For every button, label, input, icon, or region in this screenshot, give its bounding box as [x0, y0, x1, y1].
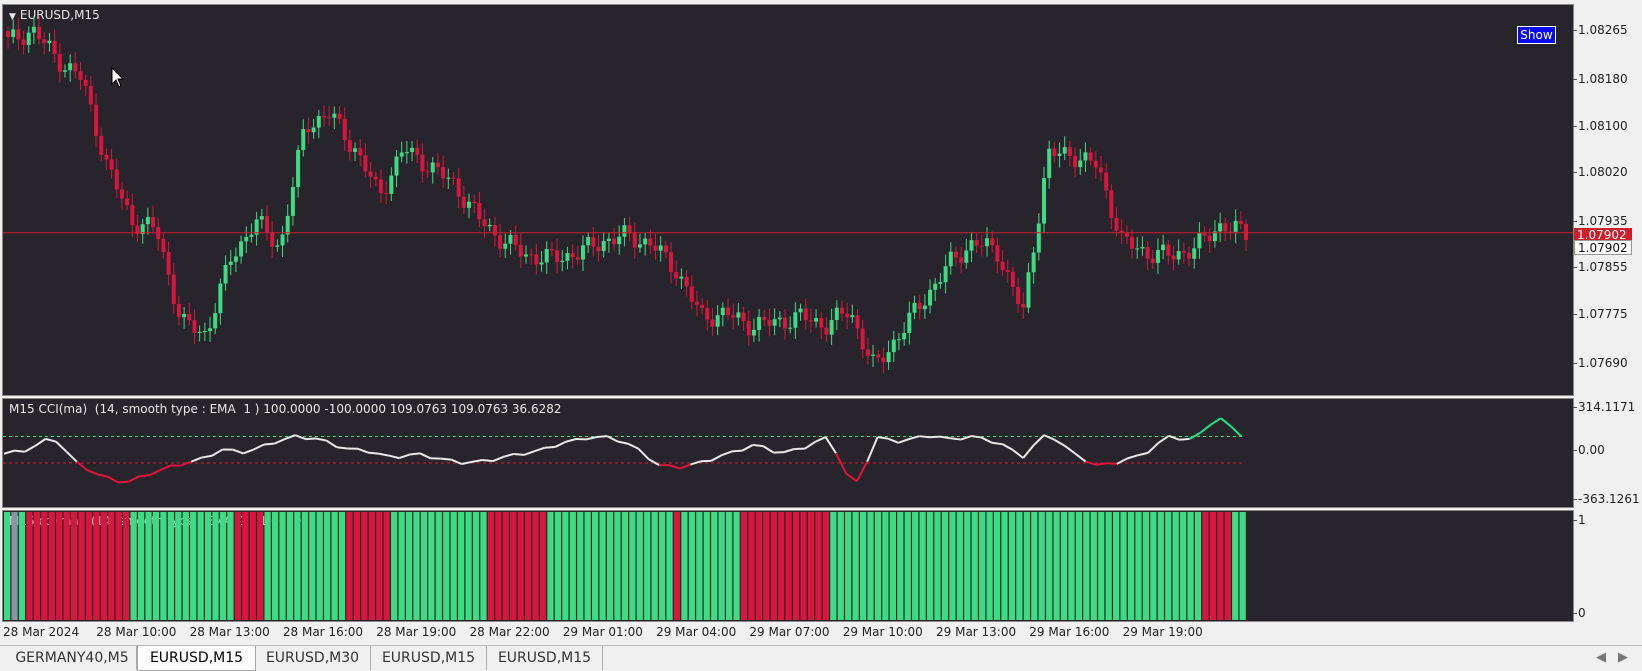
- tab-germany40-m5[interactable]: GERMANY40,M5: [8, 646, 137, 670]
- time-axis-label: 28 Mar 16:00: [283, 625, 363, 639]
- time-axis-label: 28 Mar 2024: [3, 625, 79, 639]
- time-axis-label: 28 Mar 13:00: [190, 625, 270, 639]
- tab-eurusd-m30[interactable]: EURUSD,M30: [255, 646, 371, 670]
- cci-scale-min: -363.1261: [1578, 492, 1640, 506]
- time-axis-label: 29 Mar 07:00: [749, 625, 829, 639]
- cci-histogram-title: M15 cci(ma) (14, smooth type : EMA 1 ) 1…: [9, 514, 302, 528]
- time-axis-label: 28 Mar 22:00: [470, 625, 550, 639]
- time-axis-label: 29 Mar 16:00: [1029, 625, 1109, 639]
- histogram-scale-max: 1: [1578, 513, 1586, 527]
- time-axis: 28 Mar 2024 28 Mar 10:00 28 Mar 13:00 28 Ma…: [0, 622, 1574, 642]
- histogram-scale: 1 0: [1575, 510, 1642, 622]
- price-scale-label: 1.08180: [1578, 72, 1628, 86]
- time-axis-label: 28 Mar 10:00: [96, 625, 176, 639]
- price-scale-label: 1.07690: [1578, 356, 1628, 370]
- time-axis-label: 29 Mar 19:00: [1123, 625, 1203, 639]
- cci-scale: 314.1171 0.00 -363.1261: [1575, 398, 1642, 508]
- price-scale-label: 1.07935: [1578, 214, 1628, 228]
- time-axis-label: 29 Mar 01:00: [563, 625, 643, 639]
- price-scale-label: 1.08100: [1578, 119, 1628, 133]
- price-scale-label: 1.08020: [1578, 165, 1628, 179]
- time-axis-label: 29 Mar 04:00: [656, 625, 736, 639]
- cci-indicator-pane[interactable]: M15 CCI(ma) (14, smooth type : EMA 1 ) 1…: [2, 398, 1574, 508]
- price-chart-pane[interactable]: ▼EURUSD,M15 Show: [2, 4, 1574, 396]
- time-axis-label: 29 Mar 13:00: [936, 625, 1016, 639]
- price-scale-label: 1.08265: [1578, 23, 1628, 37]
- triangle-down-icon[interactable]: ▼: [9, 12, 16, 22]
- tab-eurusd-m15-active[interactable]: EURUSD,M15: [137, 646, 256, 671]
- cci-scale-max: 314.1171: [1578, 400, 1635, 414]
- tab-eurusd-m15-3[interactable]: EURUSD,M15: [487, 646, 603, 670]
- arrow-cursor-icon: [111, 67, 125, 89]
- tab-scroll-left-icon[interactable]: ◀: [1596, 650, 1606, 665]
- price-scale-label: 1.07855: [1578, 260, 1628, 274]
- show-button[interactable]: Show: [1517, 26, 1556, 44]
- cci-scale-zero: 0.00: [1578, 443, 1605, 457]
- cci-histogram-pane[interactable]: M15 cci(ma) (14, smooth type : EMA 1 ) 1…: [2, 510, 1574, 622]
- chart-tabs-bar: GERMANY40,M5 EURUSD,M15 EURUSD,M30 EURUS…: [0, 645, 1642, 671]
- tab-scroll-right-icon[interactable]: ▶: [1618, 650, 1628, 665]
- histogram-scale-min: 0: [1578, 606, 1586, 620]
- ask-price-tag: 1.07902: [1574, 240, 1632, 255]
- price-scale-label: 1.07775: [1578, 307, 1628, 321]
- time-axis-label: 29 Mar 10:00: [843, 625, 923, 639]
- cci-indicator-title: M15 CCI(ma) (14, smooth type : EMA 1 ) 1…: [9, 402, 562, 416]
- chart-symbol-title[interactable]: ▼EURUSD,M15: [9, 8, 100, 22]
- tab-eurusd-m15-2[interactable]: EURUSD,M15: [371, 646, 487, 670]
- price-scale[interactable]: 1.08265 1.08180 1.08100 1.08020 1.07935 1.078…: [1575, 4, 1642, 396]
- time-axis-label: 28 Mar 19:00: [376, 625, 456, 639]
